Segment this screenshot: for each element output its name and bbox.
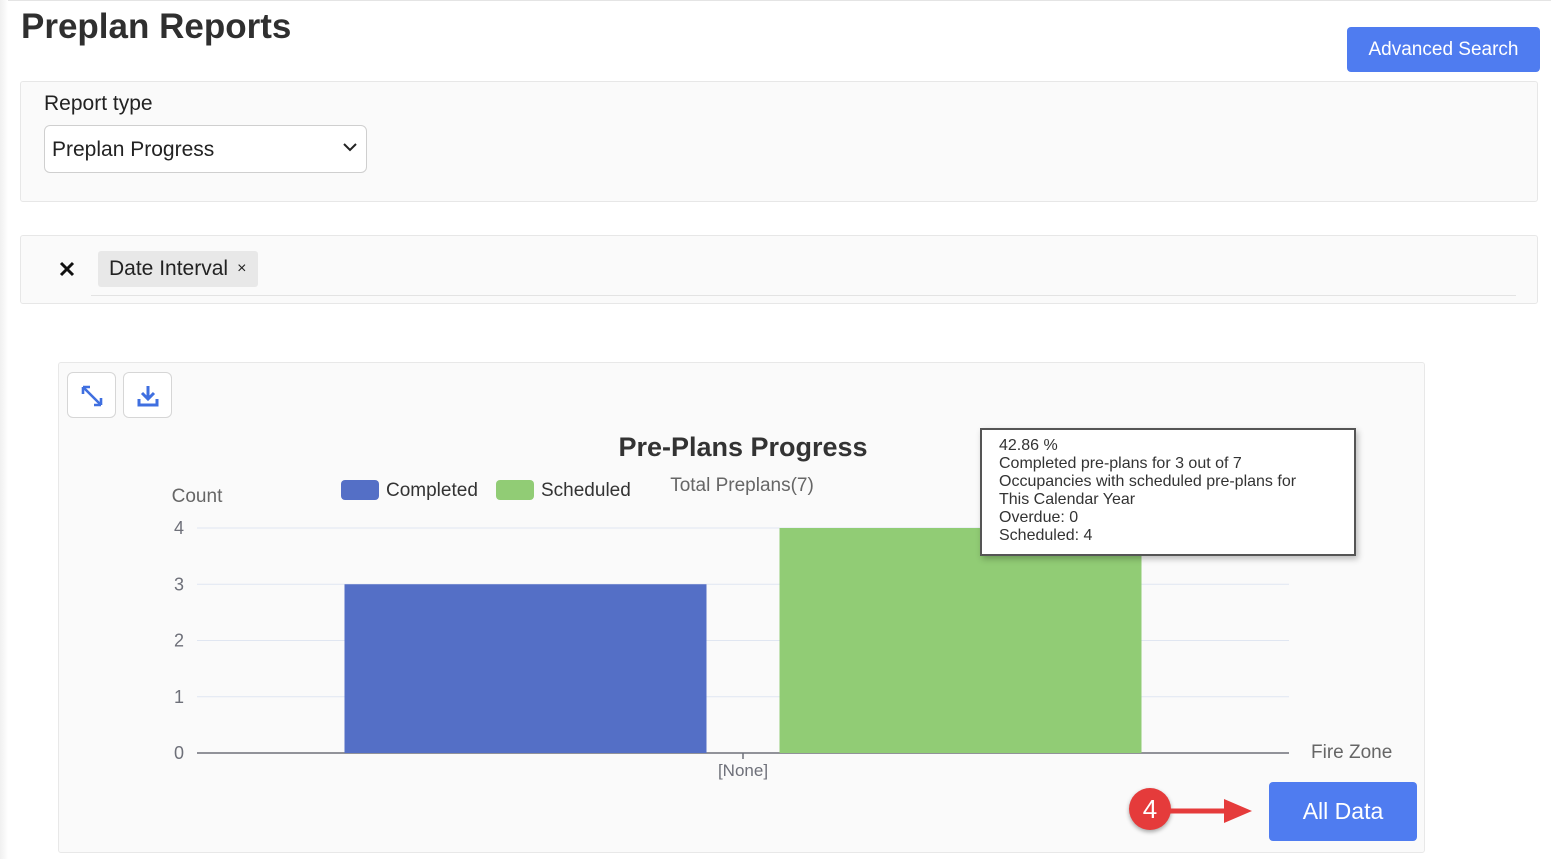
chart-tooltip: 42.86 % Completed pre-plans for 3 out of… (980, 428, 1356, 556)
expand-icon (81, 385, 103, 407)
y-tick-label: 1 (174, 687, 184, 707)
page-title: Preplan Reports (21, 7, 292, 46)
chart-legend: Completed Scheduled (341, 480, 631, 501)
left-edge-shade (0, 0, 8, 859)
chart-subtitle: Total Preplans(7) (670, 475, 814, 496)
report-type-panel: Report type Preplan Progress (20, 81, 1538, 202)
step-badge: 4 (1129, 788, 1171, 830)
legend-swatch-completed[interactable] (341, 480, 379, 500)
legend-label-scheduled[interactable]: Scheduled (541, 480, 631, 501)
legend-swatch-scheduled[interactable] (496, 480, 534, 500)
legend-label-completed[interactable]: Completed (386, 480, 478, 501)
filter-chip-date-interval[interactable]: Date Interval × (98, 251, 259, 287)
chart-title: Pre-Plans Progress (618, 432, 867, 462)
bar-chart: Pre-Plans Progress Total Preplans(7) Cou… (172, 432, 1393, 780)
report-type-select[interactable]: Preplan Progress (44, 125, 367, 173)
x-axis-label: Fire Zone (1311, 742, 1392, 763)
bar-scheduled[interactable] (779, 528, 1142, 753)
y-tick-label: 2 (174, 631, 184, 651)
y-tick-label: 0 (174, 743, 184, 763)
tooltip-line: Overdue: 0 (999, 509, 1079, 526)
y-tick-label: 3 (174, 574, 184, 594)
filter-panel: Date Interval × (20, 235, 1538, 304)
advanced-search-button[interactable]: Advanced Search (1347, 27, 1540, 72)
tooltip-line: Completed pre-plans for 3 out of 7 (999, 455, 1242, 472)
tooltip-line: Scheduled: 4 (999, 527, 1093, 544)
download-icon (137, 386, 159, 407)
y-axis-label: Count (172, 486, 223, 507)
filter-chip-label: Date Interval (109, 257, 229, 280)
report-type-value: Preplan Progress (52, 138, 215, 161)
all-data-button[interactable]: All Data (1269, 782, 1417, 841)
filter-input-underline (91, 295, 1516, 296)
y-tick-label: 4 (174, 518, 184, 538)
tooltip-line: Occupancies with scheduled pre-plans for (999, 473, 1297, 490)
bar-completed[interactable] (344, 584, 707, 753)
chip-remove-icon[interactable]: × (237, 260, 247, 277)
x-tick-label: [None] (718, 761, 768, 780)
clear-filters-icon[interactable] (58, 260, 76, 278)
plot-area: 0 1 2 3 4 [None] (174, 518, 1289, 780)
top-divider (0, 0, 1551, 1)
expand-button[interactable] (67, 372, 116, 418)
tooltip-line: This Calendar Year (999, 491, 1136, 508)
chart-card: Pre-Plans Progress Total Preplans(7) Cou… (58, 362, 1425, 853)
tooltip-line: 42.86 % (999, 437, 1058, 454)
report-type-label: Report type (44, 92, 153, 115)
annotation-arrow-icon (1168, 799, 1252, 823)
chevron-down-icon (343, 143, 357, 152)
download-button[interactable] (123, 372, 172, 418)
